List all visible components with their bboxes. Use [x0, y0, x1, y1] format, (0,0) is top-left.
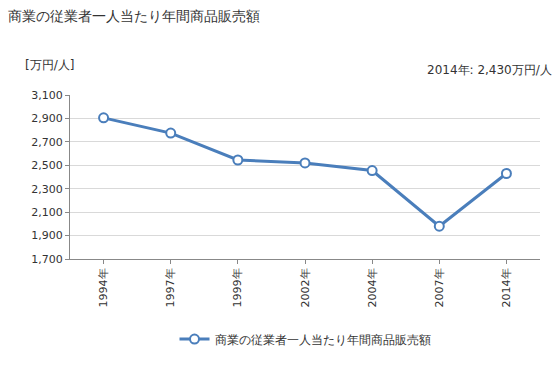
svg-text:2,700: 2,700 — [31, 136, 63, 149]
svg-text:2,900: 2,900 — [31, 112, 63, 125]
svg-text:2004年: 2004年 — [366, 268, 379, 307]
svg-text:2014年: 2,430万円/人: 2014年: 2,430万円/人 — [427, 63, 552, 77]
svg-text:2007年: 2007年 — [433, 268, 446, 307]
svg-text:3,100: 3,100 — [31, 89, 63, 102]
svg-text:2014年: 2014年 — [500, 268, 513, 307]
svg-text:2002年: 2002年 — [299, 268, 312, 307]
svg-text:1999年: 1999年 — [231, 268, 244, 307]
svg-text:商業の従業者一人当たり年間商品販売額: 商業の従業者一人当たり年間商品販売額 — [8, 8, 260, 24]
svg-text:1994年: 1994年 — [97, 268, 110, 307]
svg-text:1997年: 1997年 — [164, 268, 177, 307]
svg-text:1,900: 1,900 — [31, 229, 63, 242]
svg-text:2,300: 2,300 — [31, 183, 63, 196]
svg-text:2,500: 2,500 — [31, 159, 63, 172]
svg-text:[万円/人]: [万円/人] — [25, 58, 74, 72]
svg-text:1,700: 1,700 — [31, 253, 63, 266]
svg-text:商業の従業者一人当たり年間商品販売額: 商業の従業者一人当たり年間商品販売額 — [215, 333, 431, 347]
svg-text:2,100: 2,100 — [31, 206, 63, 219]
